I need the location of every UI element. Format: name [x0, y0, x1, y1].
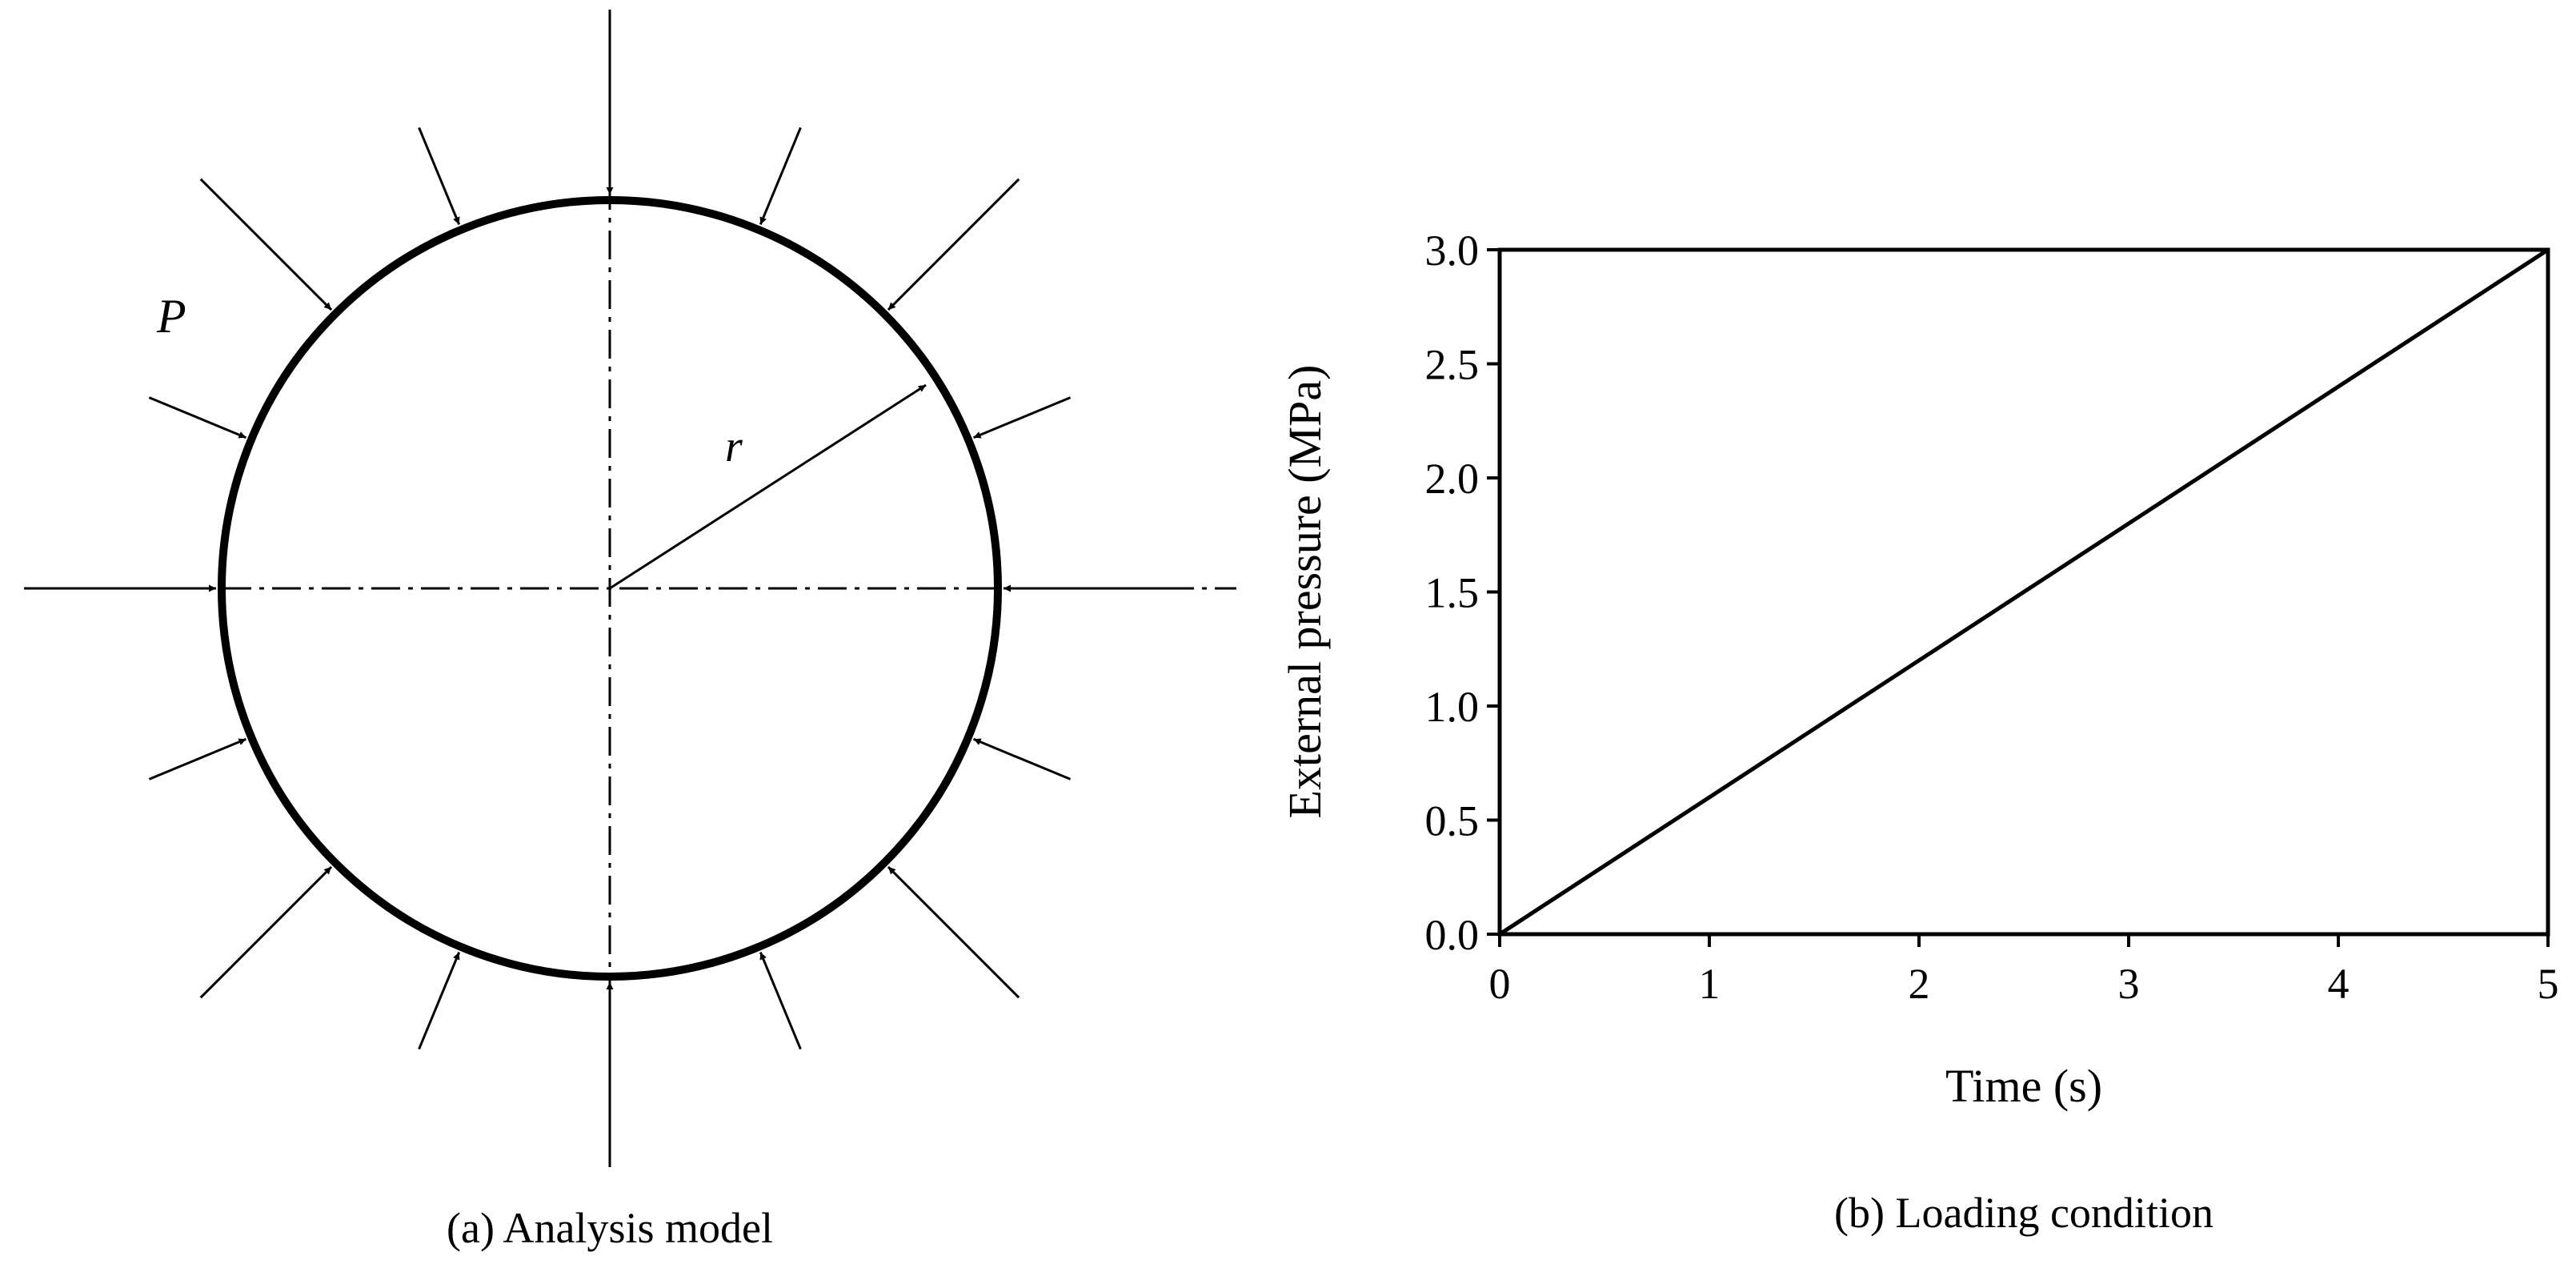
y-tick-label: 1.0 — [1425, 683, 1480, 731]
x-tick-label: 5 — [2538, 960, 2559, 1008]
x-axis-ticks: 0 1 2 3 4 5 — [1489, 934, 2559, 1008]
series-lines — [1498, 247, 2550, 937]
pressure-arrow — [972, 396, 1072, 439]
y-tick-label: 0.0 — [1425, 911, 1480, 959]
x-axis-label: Time (s) — [1945, 1060, 2102, 1112]
pressure-arrow — [148, 737, 247, 780]
y-tick-label: 0.5 — [1425, 797, 1480, 845]
radius-line — [609, 383, 927, 590]
pressure-arrow — [418, 126, 461, 226]
x-tick-label: 4 — [2328, 960, 2350, 1008]
pressure-label: P — [156, 290, 186, 343]
pressure-arrow — [199, 178, 333, 311]
analysis-model-panel: r P (a) Analysis model — [24, 10, 1236, 1252]
y-tick-label: 2.5 — [1425, 341, 1480, 389]
caption-b: (b) Loading condition — [1834, 1189, 2213, 1237]
x-tick-label: 3 — [2118, 960, 2140, 1008]
pressure-arrow — [148, 396, 247, 439]
radius-label: r — [725, 422, 743, 471]
y-tick-label: 3.0 — [1425, 227, 1480, 275]
pressure-series-line — [1498, 247, 2550, 937]
y-tick-label: 1.5 — [1425, 569, 1480, 617]
ring-cross-section — [218, 196, 1002, 981]
x-tick-label: 2 — [1909, 960, 1930, 1008]
caption-a: (a) Analysis model — [447, 1204, 773, 1252]
pressure-arrow — [759, 126, 802, 226]
pressure-arrow — [418, 951, 461, 1050]
pressure-arrow — [199, 865, 333, 999]
pressure-arrows — [31, 10, 1188, 1167]
loading-condition-panel: 0.0 0.5 1.0 1.5 2.0 2.5 3.0 0 1 2 3 4 5 External pr… — [1279, 227, 2559, 1237]
y-axis-label: External pressure (MPa) — [1279, 365, 1331, 819]
pressure-arrow — [972, 737, 1072, 780]
y-axis-ticks: 0.0 0.5 1.0 1.5 2.0 2.5 3.0 — [1425, 227, 1500, 959]
x-tick-label: 1 — [1699, 960, 1721, 1008]
pressure-arrow — [887, 178, 1020, 311]
x-tick-label: 0 — [1489, 960, 1511, 1008]
y-tick-label: 2.0 — [1425, 455, 1480, 503]
pressure-arrow — [759, 951, 802, 1050]
pressure-arrow — [887, 865, 1020, 999]
